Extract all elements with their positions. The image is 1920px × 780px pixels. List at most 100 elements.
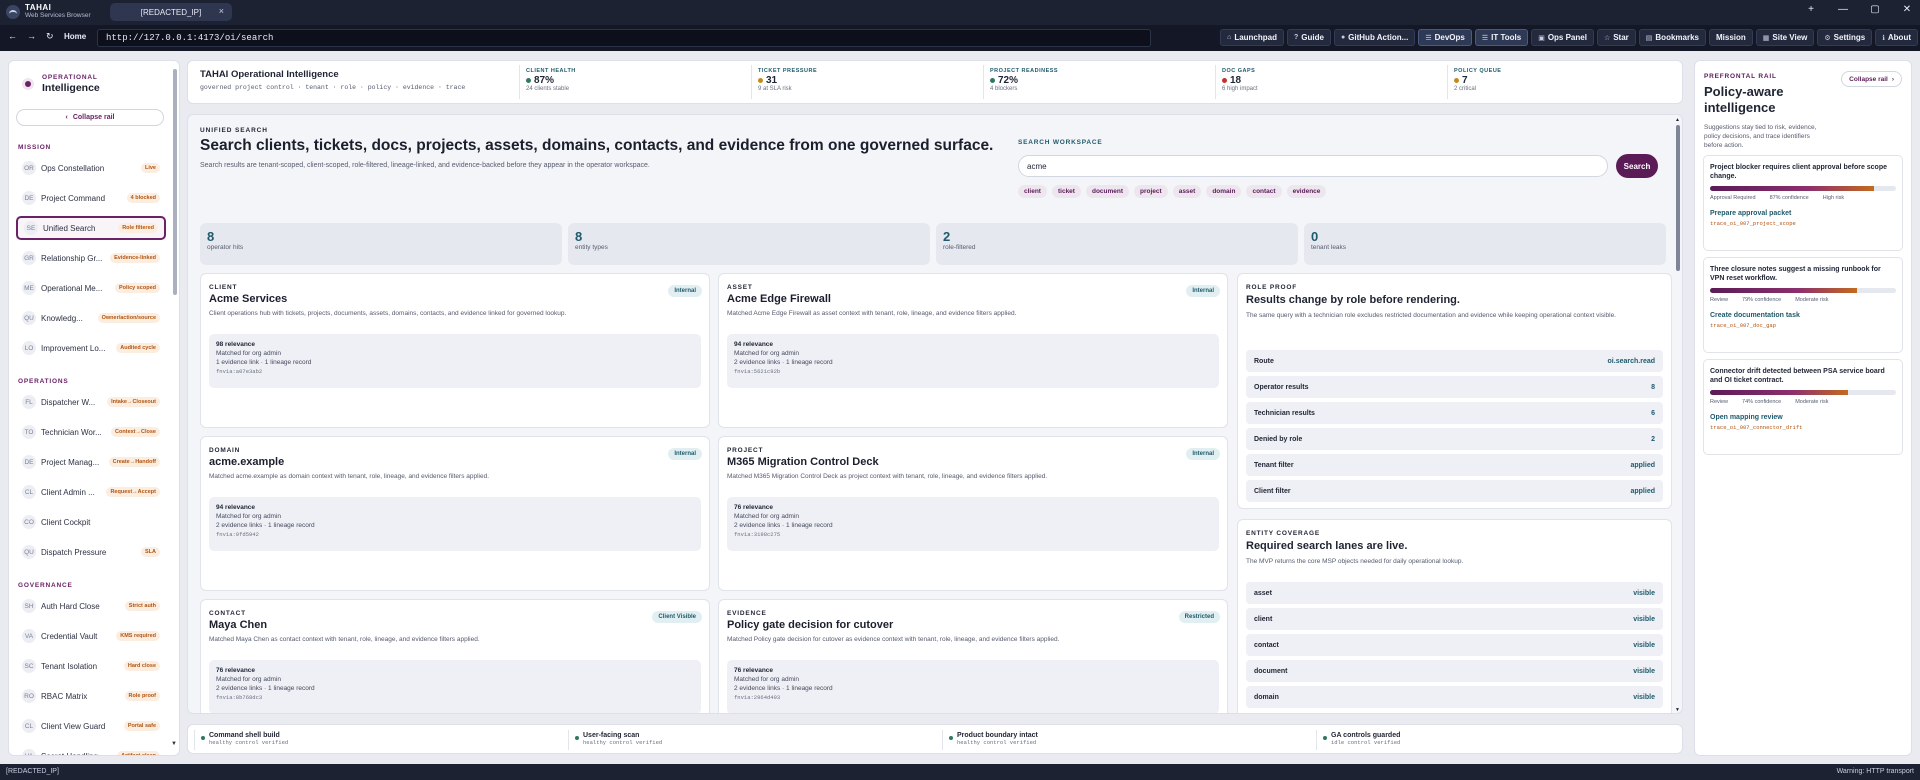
sidebar-item[interactable]: FL Dispatcher W... Intake→Closeout <box>16 390 166 414</box>
suggestion-action-link[interactable]: Open mapping review <box>1710 414 1783 421</box>
sidebar-item[interactable]: CL Client View Guard Portal safe <box>16 714 166 738</box>
sidebar-item[interactable]: DE Project Manag... Create→Handoff <box>16 450 166 474</box>
mission-button[interactable]: Mission <box>1708 29 1753 46</box>
back-arrow-icon[interactable]: ← <box>8 31 17 41</box>
result-evidence: 98 relevance Matched for org admin 1 evide… <box>209 334 701 388</box>
coverage-row: domain visible <box>1246 686 1663 708</box>
metric-value: 8 <box>207 229 215 244</box>
forward-arrow-icon[interactable]: → <box>27 31 36 41</box>
browser-tab[interactable]: [REDACTED_IP] × <box>110 3 232 21</box>
launchpad-button[interactable]: ⌂ Launchpad <box>1220 29 1284 46</box>
row-value: oi.search.read <box>1607 357 1655 365</box>
home-button[interactable]: Home <box>64 32 87 41</box>
scroll-down-icon[interactable]: ▼ <box>171 741 177 747</box>
visibility-badge: Internal <box>668 285 702 297</box>
summary-stat: TICKET PRESSURE 31 9 at SLA risk <box>751 65 979 99</box>
filter-chip-evidence[interactable]: evidence <box>1286 185 1327 198</box>
new-tab-icon[interactable]: + <box>1808 4 1814 15</box>
suggestion-action-link[interactable]: Prepare approval packet <box>1710 210 1792 217</box>
it-tools-button[interactable]: ☰ IT Tools <box>1474 29 1529 46</box>
sidebar-item[interactable]: GR Relationship Gr... Evidence-linked <box>16 246 166 270</box>
window-controls: + — ▢ ✕ <box>1804 4 1914 15</box>
app-subtitle: Web Services Browser <box>25 12 91 19</box>
role-proof-row: Denied by role 2 <box>1246 428 1663 450</box>
star-button[interactable]: ☆ Star <box>1596 29 1636 46</box>
filter-chip-domain[interactable]: domain <box>1206 185 1242 198</box>
sidebar-item[interactable]: SC Tenant Isolation Hard close <box>16 654 166 678</box>
sidebar-eyebrow: OPERATIONAL <box>42 74 98 81</box>
about-button[interactable]: ℹ About <box>1875 29 1918 46</box>
suggestion-action-link[interactable]: Create documentation task <box>1710 312 1800 319</box>
sidebar-item-label: Project Command <box>41 193 106 203</box>
scroll-down-icon[interactable]: ▼ <box>1675 707 1680 713</box>
result-card[interactable]: EVIDENCE Policy gate decision for cutover… <box>718 599 1228 713</box>
filter-chip-asset[interactable]: asset <box>1172 185 1202 198</box>
sidebar-item[interactable]: OR Ops Constellation Live <box>16 156 166 180</box>
rail-suggestion-card[interactable]: Three closure notes suggest a missing ru… <box>1703 257 1903 353</box>
sidebar-item-label: Relationship Gr... <box>41 253 103 263</box>
guide-button[interactable]: ? Guide <box>1286 29 1331 46</box>
filter-chip-document[interactable]: document <box>1085 185 1130 198</box>
settings-button[interactable]: ⚙ Settings <box>1817 29 1873 46</box>
sidebar-item[interactable]: CL Client Admin ... Request→Accept <box>16 480 166 504</box>
collapse-rail-button[interactable]: ‹ Collapse rail <box>16 109 164 126</box>
sidebar-item[interactable]: TO Technician Wor... Context→Close <box>16 420 166 444</box>
sidebar-item-badge: Live <box>140 163 160 173</box>
sidebar-item[interactable]: SE Unified Search Role filtered <box>16 216 166 240</box>
devops-button[interactable]: ☰ DevOps <box>1418 29 1472 46</box>
row-key: domain <box>1254 693 1279 701</box>
github-actions-button[interactable]: ● GitHub Action... <box>1333 29 1416 46</box>
workspace-scrollbar[interactable]: ▲ ▼ <box>1675 117 1680 713</box>
reload-icon[interactable]: ↻ <box>46 31 54 41</box>
rail-suggestion-card[interactable]: Connector drift detected between PSA ser… <box>1703 359 1903 455</box>
site-view-button[interactable]: ▦ Site View <box>1755 29 1815 46</box>
sidebar-item[interactable]: QU Knowledg... Owner/action/source <box>16 306 166 330</box>
minimize-icon[interactable]: — <box>1838 4 1848 15</box>
scroll-thumb[interactable] <box>1676 125 1680 271</box>
filter-chip-project[interactable]: project <box>1134 185 1168 198</box>
mission-label: Mission <box>1715 33 1746 42</box>
rail-suggestion-card[interactable]: Project blocker requires client approval… <box>1703 155 1903 251</box>
scroll-up-icon[interactable]: ▲ <box>1675 117 1680 123</box>
sidebar-item[interactable]: VA Secret Handling Artifact clean <box>16 744 166 755</box>
sidebar-section-heading: GOVERNANCE <box>18 582 73 589</box>
evidence-links: 2 evidence links · 1 lineage record <box>216 522 315 529</box>
sidebar-item[interactable]: SH Auth Hard Close Strict auth <box>16 594 166 618</box>
sidebar-item-label: Operational Me... <box>41 283 103 293</box>
sidebar-item[interactable]: LO Improvement Lo... Audited cycle <box>16 336 166 360</box>
url-bar[interactable]: http://127.0.0.1:4173/oi/search <box>97 29 1151 47</box>
search-button[interactable]: Search <box>1616 154 1658 178</box>
search-input[interactable] <box>1018 155 1608 177</box>
sidebar-item-badge: Intake→Closeout <box>107 397 160 407</box>
bookmarks-button[interactable]: ▤ Bookmarks <box>1638 29 1706 46</box>
result-card[interactable]: PROJECT M365 Migration Control Deck Matche… <box>718 436 1228 591</box>
ops-panel-button[interactable]: ▣ Ops Panel <box>1531 29 1594 46</box>
result-card[interactable]: DOMAIN acme.example Matched acme.example a… <box>200 436 710 591</box>
sidebar-item-avatar: SC <box>22 659 36 673</box>
maximize-icon[interactable]: ▢ <box>1870 4 1880 15</box>
sidebar-item[interactable]: DE Project Command 4 blocked <box>16 186 166 210</box>
suggestion-meta: Review 74% confidence Moderate risk <box>1710 399 1896 405</box>
stat-value-row: 18 <box>1222 75 1437 86</box>
sidebar-item-badge: Request→Accept <box>106 487 160 497</box>
rail-collapse-button[interactable]: Collapse rail › <box>1841 71 1902 87</box>
confidence-bar <box>1710 186 1896 191</box>
sidebar-item[interactable]: VA Credential Vault KMS required <box>16 624 166 648</box>
tab-close-icon[interactable]: × <box>218 6 224 16</box>
filter-chip-ticket[interactable]: ticket <box>1051 185 1081 198</box>
sidebar-item[interactable]: ME Operational Me... Policy scoped <box>16 276 166 300</box>
nav-bar: ← → ↻ Home http://127.0.0.1:4173/oi/sear… <box>0 25 1920 51</box>
suggestion-trace-id: trace_oi_007_connector_drift <box>1710 424 1803 431</box>
sidebar-scrollbar[interactable] <box>173 69 177 295</box>
result-card[interactable]: CONTACT Maya Chen Matched Maya Chen as con… <box>200 599 710 713</box>
sidebar-item[interactable]: QU Dispatch Pressure SLA <box>16 540 166 564</box>
sidebar-item[interactable]: RO RBAC Matrix Role proof <box>16 684 166 708</box>
result-card[interactable]: CLIENT Acme Services Client operations hub… <box>200 273 710 428</box>
stat-value: 18 <box>1230 75 1242 86</box>
sidebar-item[interactable]: CO Client Cockpit <box>16 510 166 534</box>
filter-chip-client[interactable]: client <box>1018 185 1047 198</box>
close-window-icon[interactable]: ✕ <box>1902 4 1912 15</box>
filter-chip-contact[interactable]: contact <box>1246 185 1282 198</box>
sidebar-item-badge: Create→Handoff <box>108 457 160 467</box>
result-card[interactable]: ASSET Acme Edge Firewall Matched Acme Edge… <box>718 273 1228 428</box>
